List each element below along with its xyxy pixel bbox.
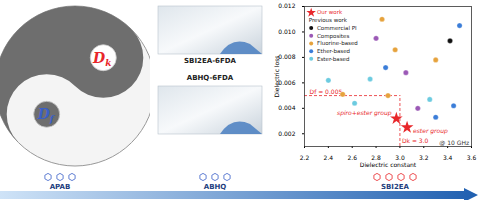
svg-text:@ 10 GHz: @ 10 GHz: [439, 139, 469, 147]
svg-text:APAB: APAB: [50, 183, 71, 191]
svg-text:spiro+ester group: spiro+ester group: [337, 109, 392, 117]
svg-text:Commercial PI: Commercial PI: [317, 25, 357, 31]
svg-text:3.6: 3.6: [467, 154, 477, 161]
svg-text:0.002: 0.002: [278, 130, 295, 137]
svg-text:Dielectric constant: Dielectric constant: [360, 161, 417, 168]
svg-text:Df: Df: [37, 106, 56, 124]
svg-text:Dk = 3.0: Dk = 3.0: [402, 137, 429, 144]
svg-text:2.6: 2.6: [347, 154, 357, 161]
svg-text:Our work: Our work: [317, 9, 343, 15]
svg-text:3.2: 3.2: [419, 154, 429, 161]
svg-text:Previous work: Previous work: [309, 17, 348, 23]
svg-text:ABHQ: ABHQ: [204, 183, 227, 191]
svg-text:Df = 0.005: Df = 0.005: [310, 88, 343, 95]
svg-text:0.008: 0.008: [278, 53, 295, 60]
svg-text:2.4: 2.4: [324, 154, 334, 161]
svg-text:Fluorine-based: Fluorine-based: [317, 40, 358, 46]
svg-text:2.2: 2.2: [300, 154, 310, 161]
svg-text:Ester-based: Ester-based: [317, 56, 349, 62]
svg-text:0.004: 0.004: [278, 104, 295, 111]
svg-text:Dk: Dk: [92, 50, 111, 68]
svg-text:0.006: 0.006: [278, 79, 295, 86]
svg-text:Dielectric loss: Dielectric loss: [273, 56, 280, 98]
svg-text:0.010: 0.010: [278, 28, 295, 35]
svg-text:Ether-based: Ether-based: [317, 48, 350, 54]
svg-text:3.4: 3.4: [443, 154, 453, 161]
svg-text:2.8: 2.8: [371, 153, 381, 161]
svg-text:SBI2EA: SBI2EA: [381, 183, 410, 191]
svg-text:SBI2EA-6FDA: SBI2EA-6FDA: [184, 57, 236, 65]
svg-text:0.012: 0.012: [278, 2, 295, 9]
svg-text:ester group: ester group: [413, 127, 448, 135]
svg-text:3.0: 3.0: [395, 153, 405, 161]
svg-text:ABHQ-6FDA: ABHQ-6FDA: [187, 74, 234, 82]
svg-text:Composites: Composites: [317, 33, 349, 40]
